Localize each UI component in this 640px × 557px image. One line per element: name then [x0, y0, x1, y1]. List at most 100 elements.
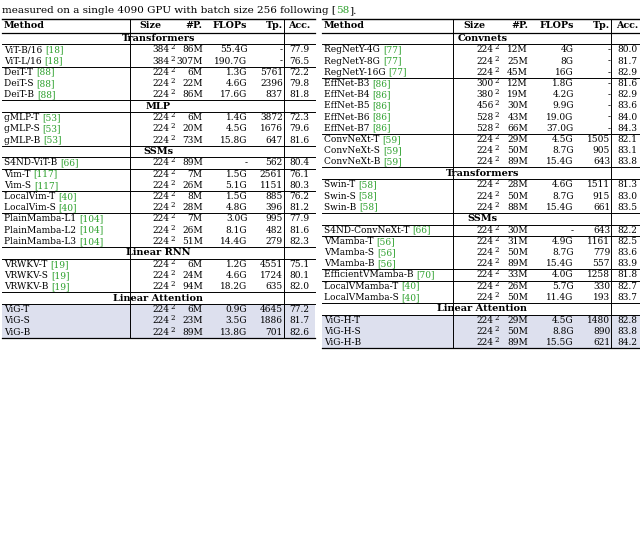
Text: VMamba-S: VMamba-S	[324, 248, 377, 257]
Text: 83.8: 83.8	[617, 327, 637, 336]
Text: 14.4G: 14.4G	[220, 237, 248, 246]
Text: 224: 224	[477, 237, 494, 246]
Text: 1676: 1676	[260, 124, 283, 133]
Text: 83.6: 83.6	[617, 248, 637, 257]
Text: 79.6: 79.6	[289, 124, 309, 133]
Text: [117]: [117]	[33, 170, 58, 179]
Text: 82.0: 82.0	[289, 282, 309, 291]
Text: LocalVMamba-S: LocalVMamba-S	[324, 293, 402, 302]
Text: 89M: 89M	[182, 328, 203, 336]
Text: 84.0: 84.0	[617, 113, 637, 121]
Text: -: -	[607, 68, 610, 77]
Text: 2: 2	[495, 291, 499, 299]
Text: 2: 2	[170, 157, 175, 164]
Text: [88]: [88]	[36, 79, 55, 88]
Text: 4.6G: 4.6G	[226, 271, 248, 280]
Text: 528: 528	[477, 124, 494, 133]
Text: RegNetY-4G: RegNetY-4G	[324, 45, 383, 55]
Text: 84.2: 84.2	[617, 338, 637, 347]
Text: [53]: [53]	[43, 124, 61, 133]
Text: 2: 2	[170, 201, 175, 209]
Text: MLP: MLP	[146, 101, 171, 111]
Text: FLOPs: FLOPs	[540, 21, 574, 30]
Text: 193: 193	[593, 293, 610, 302]
Text: Linear RNN: Linear RNN	[126, 248, 191, 257]
Text: 81.6: 81.6	[617, 79, 637, 88]
Text: [86]: [86]	[372, 113, 391, 121]
Text: 72.2: 72.2	[289, 68, 309, 77]
Text: 72.3: 72.3	[289, 113, 309, 122]
Text: 224: 224	[477, 316, 494, 325]
Text: 37.0G: 37.0G	[547, 124, 574, 133]
Text: 4G: 4G	[561, 45, 574, 55]
Text: [86]: [86]	[372, 124, 391, 133]
Text: [104]: [104]	[79, 226, 103, 234]
Text: ConvNeXt-S: ConvNeXt-S	[324, 146, 383, 155]
Text: 15.5G: 15.5G	[546, 338, 574, 347]
Text: 837: 837	[266, 90, 283, 99]
Text: 0.9G: 0.9G	[226, 305, 248, 314]
Text: [40]: [40]	[59, 203, 77, 212]
Text: 5761: 5761	[260, 68, 283, 77]
Text: 1.5G: 1.5G	[226, 192, 248, 201]
Text: 647: 647	[266, 135, 283, 144]
Text: [86]: [86]	[372, 79, 391, 88]
Text: 89M: 89M	[508, 158, 528, 167]
Text: 11.4G: 11.4G	[547, 293, 574, 302]
Text: 2: 2	[170, 212, 175, 221]
Text: 4551: 4551	[260, 260, 283, 269]
Text: 5.7G: 5.7G	[552, 282, 574, 291]
Text: 2: 2	[495, 88, 499, 96]
Text: 20M: 20M	[182, 124, 203, 133]
Text: 80.4: 80.4	[289, 159, 309, 168]
Text: 89M: 89M	[508, 338, 528, 347]
Text: 4.2G: 4.2G	[552, 90, 574, 99]
Text: Linear Attention: Linear Attention	[113, 294, 204, 302]
Text: 83.8: 83.8	[617, 158, 637, 167]
Text: 2: 2	[170, 43, 175, 51]
Text: 81.6: 81.6	[289, 135, 309, 144]
Text: [53]: [53]	[42, 113, 61, 122]
Text: 190.7G: 190.7G	[214, 57, 248, 66]
Text: 915: 915	[593, 192, 610, 201]
Text: 15.4G: 15.4G	[547, 203, 574, 212]
Text: 2: 2	[170, 77, 175, 85]
Text: 4.5G: 4.5G	[552, 135, 574, 144]
Text: 2: 2	[495, 268, 499, 276]
Text: 224: 224	[477, 68, 494, 77]
Text: 55.4G: 55.4G	[220, 45, 248, 55]
Text: 224: 224	[152, 68, 170, 77]
Text: 224: 224	[477, 282, 494, 291]
Text: 2: 2	[495, 66, 499, 74]
Text: 82.6: 82.6	[289, 328, 309, 336]
Text: S4ND-ViT-B: S4ND-ViT-B	[4, 159, 60, 168]
Text: 51M: 51M	[182, 237, 203, 246]
Text: DeiT-T: DeiT-T	[4, 68, 36, 77]
Text: [40]: [40]	[58, 192, 77, 201]
Text: 224: 224	[152, 181, 170, 190]
Text: 279: 279	[266, 237, 283, 246]
Text: 66M: 66M	[508, 124, 528, 133]
Text: 384: 384	[152, 57, 170, 66]
Text: 2: 2	[495, 110, 499, 119]
Text: 82.7: 82.7	[617, 282, 637, 291]
Text: 1886: 1886	[260, 316, 283, 325]
Text: 1.8G: 1.8G	[552, 79, 574, 88]
Text: 224: 224	[152, 79, 170, 88]
Text: 4.8G: 4.8G	[226, 203, 248, 212]
Text: 2: 2	[495, 99, 499, 108]
Text: ViG-T: ViG-T	[4, 305, 29, 314]
Text: 635: 635	[266, 282, 283, 291]
Text: 19M: 19M	[508, 90, 528, 99]
Text: 224: 224	[152, 328, 170, 336]
Text: 384: 384	[152, 45, 170, 55]
Text: 224: 224	[152, 237, 170, 246]
Text: 6M: 6M	[188, 305, 203, 314]
Text: 82.5: 82.5	[617, 237, 637, 246]
Text: -: -	[244, 159, 248, 168]
Text: 8.7G: 8.7G	[552, 248, 574, 257]
Text: 2: 2	[170, 190, 175, 198]
Text: 224: 224	[152, 214, 170, 223]
Bar	[2, 315, 315, 326]
Text: ConvNeXt-B: ConvNeXt-B	[324, 158, 383, 167]
